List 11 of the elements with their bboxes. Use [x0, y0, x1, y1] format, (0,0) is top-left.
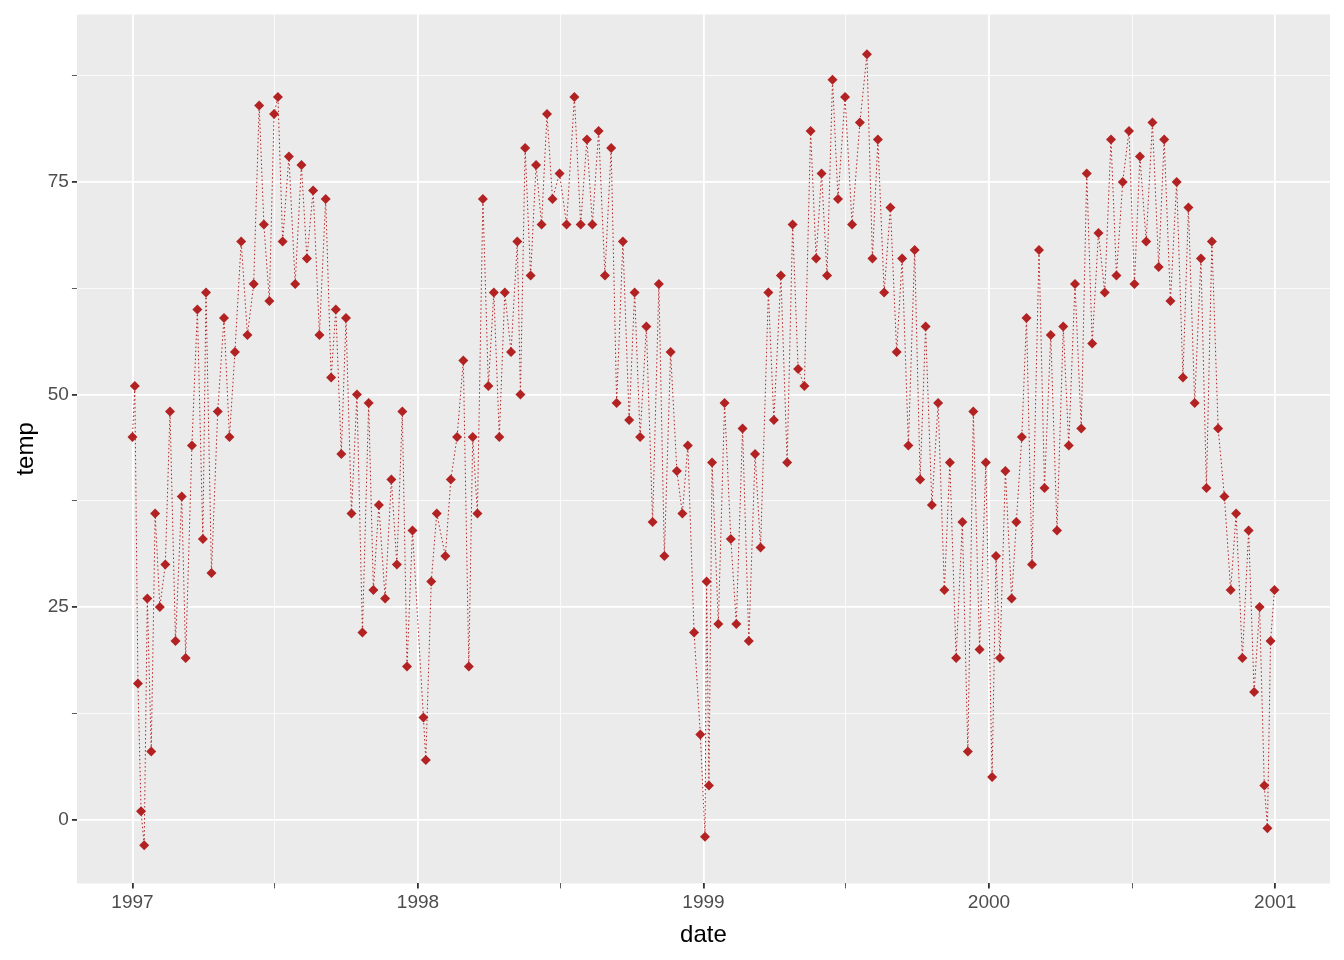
- x-tick-label: 2001: [1254, 891, 1297, 913]
- x-tick-label: 1998: [396, 891, 440, 913]
- x-tick-label: 1997: [111, 891, 154, 913]
- y-tick-label: 50: [47, 382, 69, 404]
- x-tick-label: 1999: [682, 891, 725, 913]
- y-axis-title: temp: [11, 422, 39, 476]
- y-tick-label: 75: [47, 170, 69, 192]
- x-tick-label: 2000: [967, 891, 1011, 913]
- x-axis-title: date: [680, 920, 727, 948]
- y-tick-label: 25: [47, 595, 69, 617]
- y-tick-label: 0: [58, 807, 69, 829]
